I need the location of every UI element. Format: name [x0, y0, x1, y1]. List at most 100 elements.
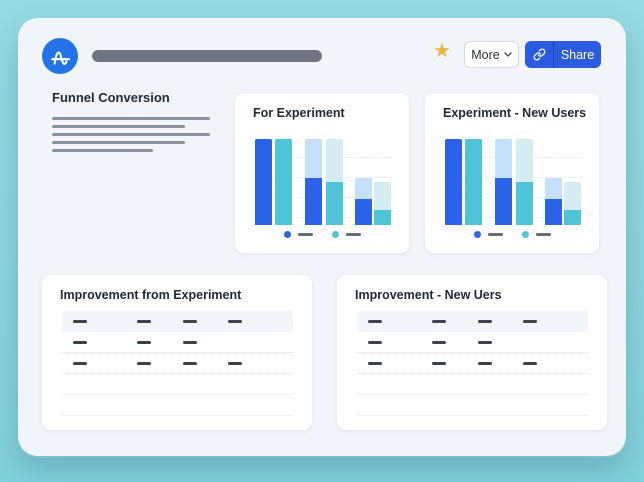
table-row — [62, 332, 293, 353]
table-title: Improvement - New Uers — [355, 288, 502, 302]
chart-gridline — [255, 217, 392, 219]
chart-gridline — [255, 197, 392, 199]
chart-card-for-experiment: For Experiment — [235, 93, 409, 253]
placeholder-cell-value — [183, 320, 197, 323]
table-row — [62, 374, 293, 395]
chart-card-experiment-new-users: Experiment - New Users — [425, 93, 599, 253]
placeholder-cell-value — [228, 320, 242, 323]
placeholder-cell-value — [228, 361, 242, 365]
chart-gridline — [445, 217, 582, 219]
bar-converted-teal-variant — [374, 209, 391, 225]
app-window: ★ More Share Funnel Conversion For Exper… — [18, 18, 626, 456]
table-cell — [183, 340, 228, 344]
placeholder-text-line — [52, 149, 153, 152]
chart-gridline — [445, 197, 582, 199]
placeholder-cell-value — [183, 340, 197, 344]
placeholder-text-line — [52, 125, 185, 128]
amplitude-logo[interactable] — [42, 38, 78, 74]
bar-converted-blue-variant — [445, 139, 462, 225]
favorite-star-icon[interactable]: ★ — [433, 40, 451, 62]
table-cell — [73, 320, 137, 323]
legend-label-placeholder — [487, 233, 503, 236]
table-cell — [368, 320, 432, 323]
placeholder-cell-value — [478, 361, 492, 365]
table-cell — [478, 320, 523, 323]
placeholder-cell-value — [137, 340, 151, 344]
bar-converted-blue-variant — [255, 139, 272, 225]
chart-legend — [235, 231, 409, 238]
placeholder-cell-value — [432, 320, 446, 323]
share-button-label: Share — [560, 47, 595, 62]
funnel-conversion-title: Funnel Conversion — [52, 90, 170, 105]
placeholder-cell-value — [73, 320, 87, 323]
table-row — [357, 332, 588, 353]
table-cell — [523, 361, 588, 365]
table-cell — [183, 320, 228, 323]
table-card-improvement-new-users: Improvement - New Uers — [337, 275, 607, 430]
placeholder-cell-value — [432, 361, 446, 365]
chart-gridline — [255, 176, 392, 178]
table-cell — [228, 320, 293, 323]
table-cell — [432, 340, 478, 344]
chart-title: Experiment - New Users — [443, 106, 587, 120]
funnel-bar-chart — [255, 139, 392, 225]
placeholder-cell-value — [73, 361, 87, 365]
placeholder-cell-value — [432, 340, 446, 344]
placeholder-cell-value — [137, 361, 151, 365]
table-cell — [137, 320, 183, 323]
placeholder-cell-value — [478, 340, 492, 344]
placeholder-cell-value — [368, 340, 382, 344]
table-row — [62, 353, 293, 374]
legend-dot-teal-variant — [521, 231, 529, 238]
table-row — [357, 395, 588, 416]
table-cell — [183, 361, 228, 365]
bar-converted-blue-variant — [355, 199, 372, 225]
chart-gridline — [445, 156, 582, 158]
table-card-improvement-from-experiment: Improvement from Experiment — [42, 275, 312, 430]
legend-dot-blue-variant — [283, 231, 291, 238]
window-title-placeholder-bar — [92, 50, 322, 62]
table-cell — [432, 361, 478, 365]
table-cell — [523, 320, 588, 323]
table-header-row — [357, 311, 588, 332]
placeholder-text-line — [52, 133, 210, 136]
chart-gridline — [255, 156, 392, 158]
placeholder-cell-value — [368, 320, 382, 323]
table-cell — [478, 361, 523, 365]
bar-converted-teal-variant — [326, 182, 343, 225]
table-row — [62, 395, 293, 416]
table-cell — [228, 361, 293, 365]
link-icon — [525, 41, 553, 68]
table-header-row — [62, 311, 293, 332]
placeholder-cell-value — [137, 320, 151, 323]
legend-dot-teal-variant — [331, 231, 339, 238]
share-button[interactable]: Share — [525, 41, 601, 68]
placeholder-cell-value — [523, 320, 537, 323]
chevron-down-icon — [504, 52, 512, 57]
legend-label-placeholder — [535, 233, 551, 236]
bar-converted-teal-variant — [564, 209, 581, 225]
more-button-label: More — [471, 47, 500, 62]
placeholder-text-line — [52, 117, 210, 120]
more-button[interactable]: More — [464, 41, 519, 68]
legend-label-placeholder — [345, 233, 361, 236]
bar-converted-teal-variant — [465, 139, 482, 225]
placeholder-cell-value — [523, 361, 537, 365]
chart-title: For Experiment — [253, 106, 345, 120]
table-cell — [137, 340, 183, 344]
placeholder-cell-value — [478, 320, 492, 323]
funnel-summary-placeholder-text — [52, 117, 210, 157]
table-title: Improvement from Experiment — [60, 288, 242, 302]
table-row — [357, 374, 588, 395]
bar-converted-blue-variant — [305, 177, 322, 225]
funnel-bar-chart — [445, 139, 582, 225]
share-button-divider — [553, 41, 554, 68]
table-cell — [368, 361, 432, 365]
table-cell — [478, 340, 523, 344]
placeholder-text-line — [52, 141, 185, 144]
legend-label-placeholder — [297, 233, 313, 236]
amplitude-logo-icon — [50, 51, 70, 65]
chart-gridline — [445, 176, 582, 178]
bar-converted-teal-variant — [275, 139, 292, 225]
